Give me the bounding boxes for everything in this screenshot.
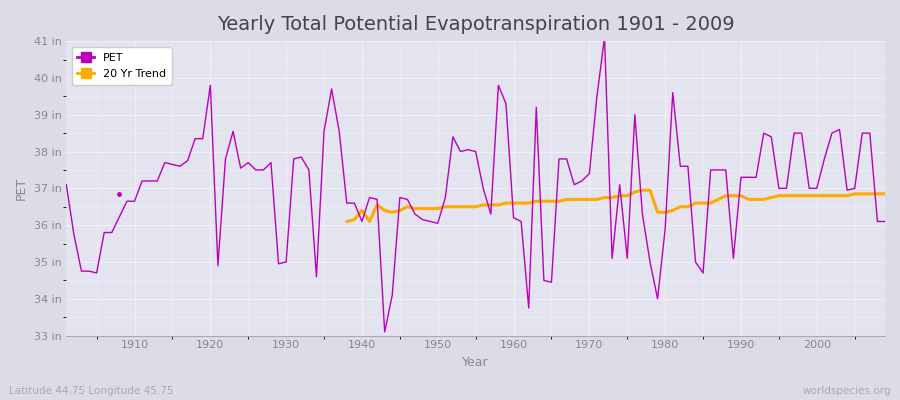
Title: Yearly Total Potential Evapotranspiration 1901 - 2009: Yearly Total Potential Evapotranspiratio…: [217, 15, 734, 34]
Text: worldspecies.org: worldspecies.org: [803, 386, 891, 396]
Legend: PET, 20 Yr Trend: PET, 20 Yr Trend: [72, 47, 172, 85]
X-axis label: Year: Year: [463, 356, 489, 369]
Text: Latitude 44.75 Longitude 45.75: Latitude 44.75 Longitude 45.75: [9, 386, 174, 396]
Y-axis label: PET: PET: [15, 177, 28, 200]
